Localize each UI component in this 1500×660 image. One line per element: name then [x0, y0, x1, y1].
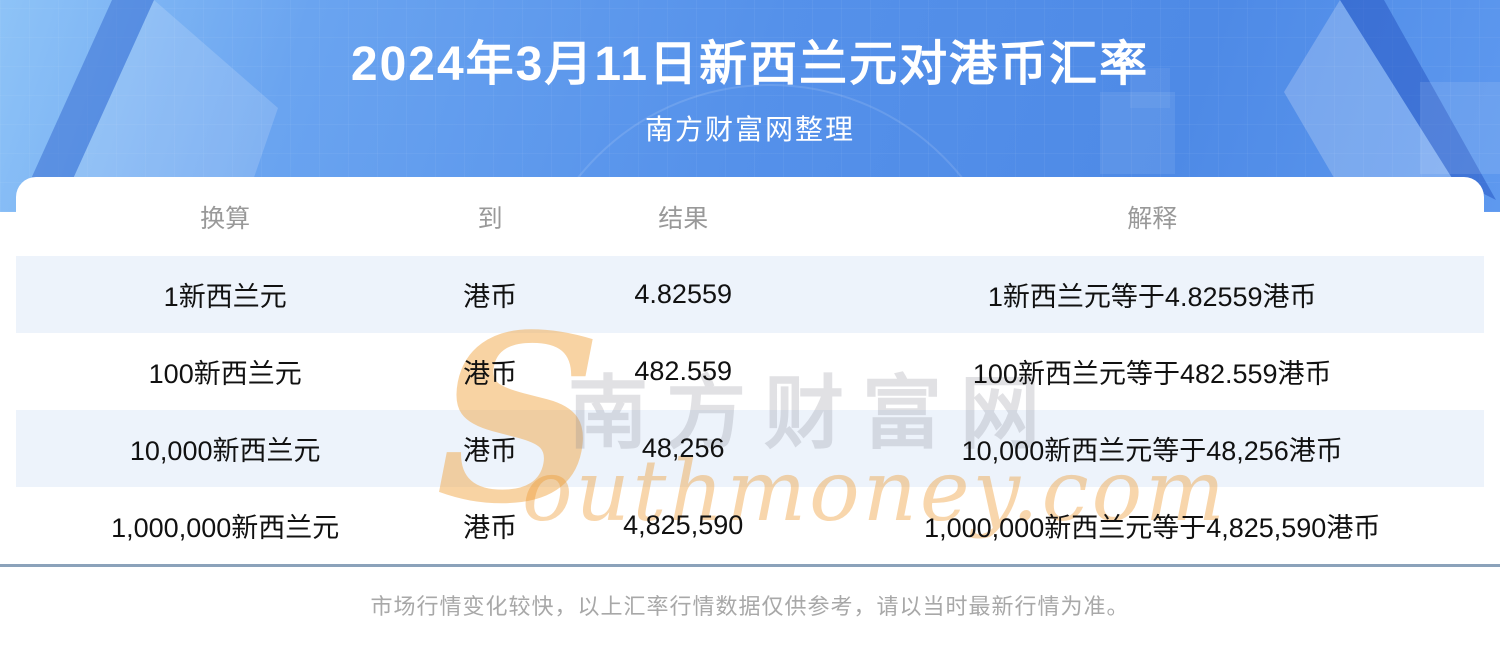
cell-result: 4,825,590: [623, 510, 744, 540]
banner-arc-decoration: [554, 84, 986, 212]
cell-to: 港币: [463, 359, 518, 389]
column-header-result: 结果: [658, 204, 709, 233]
page-subtitle: 南方财富网整理: [644, 114, 855, 145]
cell-convert: 100新西兰元: [148, 359, 302, 389]
cell-explain: 100新西兰元等于482.559港币: [972, 359, 1332, 389]
footer: 市场行情变化较快，以上汇率行情数据仅供参考，请以当时最新行情为准。: [0, 567, 1500, 660]
banner-pixel-block-3: [1130, 68, 1170, 108]
banner-pixel-block-1: [1100, 92, 1175, 174]
table-row: 1,000,000新西兰元 港币 4,825,590 1,000,000新西兰元…: [16, 487, 1484, 564]
cell-explain: 10,000新西兰元等于48,256港币: [961, 436, 1343, 466]
table-row: 1新西兰元 港币 4.82559 1新西兰元等于4.82559港币: [16, 256, 1484, 333]
table-row: 10,000新西兰元 港币 48,256 10,000新西兰元等于48,256港…: [16, 410, 1484, 487]
banner-left-beam: [16, 0, 154, 212]
banner-decoration-shapes: [16, 0, 1500, 212]
column-header-convert: 换算: [200, 204, 251, 233]
rate-table-card: 换算 到 结果 解释 1新西兰元 港币 4.82559 1新西兰元等于4.825…: [16, 177, 1484, 564]
cell-to: 港币: [463, 436, 518, 466]
disclaimer-text: 市场行情变化较快，以上汇率行情数据仅供参考，请以当时最新行情为准。: [370, 593, 1130, 619]
footer-divider: [0, 564, 1500, 567]
cell-convert: 1,000,000新西兰元: [111, 513, 340, 543]
banner-right-edge: [1340, 0, 1496, 200]
page-title: 2024年3月11日新西兰元对港币汇率: [350, 38, 1150, 91]
cell-convert: 10,000新西兰元: [129, 436, 321, 466]
banner-left-prism: [58, 0, 278, 212]
banner-pixel-block-2: [1420, 82, 1500, 174]
column-header-explain: 解释: [1127, 204, 1178, 233]
cell-to: 港币: [463, 282, 518, 312]
cell-result: 4.82559: [634, 279, 732, 309]
table-row: 100新西兰元 港币 482.559 100新西兰元等于482.559港币: [16, 333, 1484, 410]
cell-explain: 1新西兰元等于4.82559港币: [987, 282, 1317, 312]
banner: 2024年3月11日新西兰元对港币汇率 南方财富网整理: [0, 0, 1500, 212]
cell-to: 港币: [463, 513, 518, 543]
column-header-to: 到: [477, 204, 503, 233]
cell-result: 48,256: [641, 433, 725, 463]
banner-right-prism: [1284, 0, 1452, 212]
cell-convert: 1新西兰元: [163, 282, 287, 312]
cell-result: 482.559: [634, 356, 732, 386]
table-header-row: 换算 到 结果 解释: [16, 177, 1484, 256]
cell-explain: 1,000,000新西兰元等于4,825,590港币: [924, 513, 1381, 543]
